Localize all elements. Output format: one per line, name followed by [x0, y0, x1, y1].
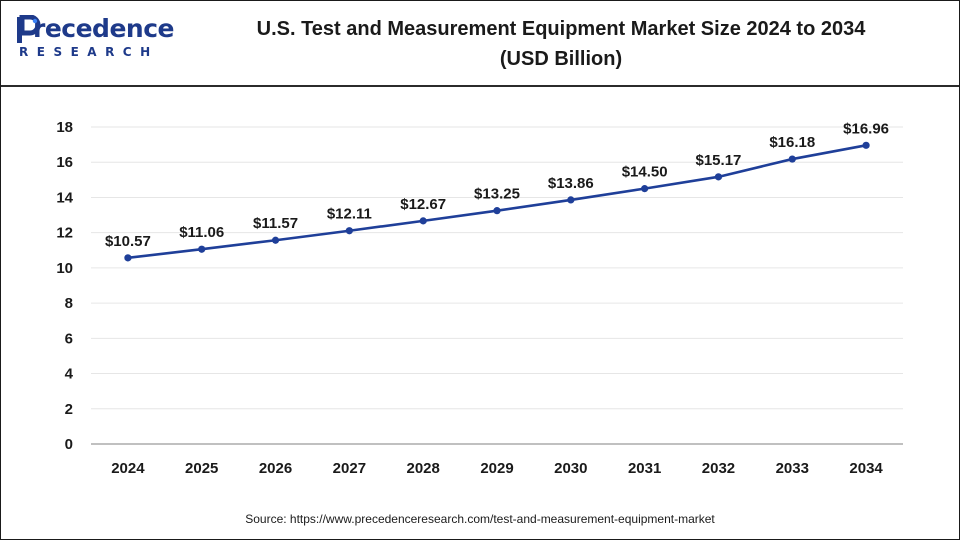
y-tick-label: 12: [56, 225, 73, 242]
source-note: Source: https://www.precedenceresearch.c…: [245, 512, 715, 526]
y-tick-label: 6: [65, 330, 73, 347]
data-label-2032: $15.17: [696, 152, 742, 169]
x-tick-label: 2026: [259, 460, 292, 477]
brand-subtitle: RESEARCH: [19, 45, 159, 59]
data-point-2030: [567, 196, 575, 204]
y-tick-label: 8: [65, 295, 73, 312]
y-tick-label: 16: [56, 154, 73, 171]
y-tick-label: 14: [56, 189, 73, 206]
x-tick-label: 2029: [480, 460, 513, 477]
data-label-2027: $12.11: [327, 206, 372, 223]
data-point-2033: [788, 155, 796, 163]
x-tick-label: 2033: [776, 460, 809, 477]
data-label-2033: $16.18: [769, 134, 815, 151]
y-tick-label: 4: [65, 366, 74, 383]
data-label-2025: $11.06: [179, 224, 224, 241]
data-point-2034: [862, 141, 870, 149]
chart-title: U.S. Test and Measurement Equipment Mark…: [201, 14, 921, 74]
data-point-2031: [641, 185, 649, 193]
y-tick-label: 2: [65, 401, 73, 418]
x-tick-label: 2027: [333, 460, 366, 477]
brand-name: recedence: [33, 14, 174, 43]
x-tick-label: 2024: [111, 460, 145, 477]
data-label-2026: $11.57: [253, 215, 298, 232]
data-point-2029: [493, 207, 501, 215]
data-label-2030: $13.86: [548, 175, 594, 192]
x-tick-label: 2032: [702, 460, 735, 477]
data-point-2032: [714, 173, 723, 181]
data-label-2028: $12.67: [400, 196, 446, 213]
header: recedence RESEARCH U.S. Test and Measure…: [1, 1, 959, 85]
data-point-2025: [198, 245, 206, 253]
x-tick-label: 2030: [554, 460, 587, 477]
brand-logo: recedence RESEARCH: [15, 13, 174, 65]
x-tick-label: 2025: [185, 460, 218, 477]
chart-title-line2: (USD Billion): [499, 48, 623, 70]
data-point-2026: [271, 236, 280, 244]
x-tick-label: 2034: [849, 460, 883, 477]
data-point-2027: [345, 227, 353, 235]
line-chart: 0 2 4 6 8 10 12 14 16 18 2024 2025 2026 2027 2028 2029 2…: [56, 119, 903, 477]
y-tick-label: 18: [56, 119, 73, 136]
data-point-2024: [124, 254, 132, 262]
data-point-2028: [419, 217, 427, 225]
logo-p-icon: [17, 15, 41, 43]
data-label-2029: $13.25: [474, 186, 520, 203]
header-divider: [1, 85, 959, 87]
x-tick-label: 2028: [406, 460, 439, 477]
data-label-2034: $16.96: [843, 120, 889, 137]
data-label-2024: $10.57: [105, 233, 151, 250]
y-tick-label: 10: [56, 260, 73, 277]
x-tick-label: 2031: [628, 460, 661, 477]
y-tick-label: 0: [65, 436, 73, 453]
data-label-2031: $14.50: [622, 164, 668, 181]
chart-title-line1: U.S. Test and Measurement Equipment Mark…: [256, 18, 866, 40]
